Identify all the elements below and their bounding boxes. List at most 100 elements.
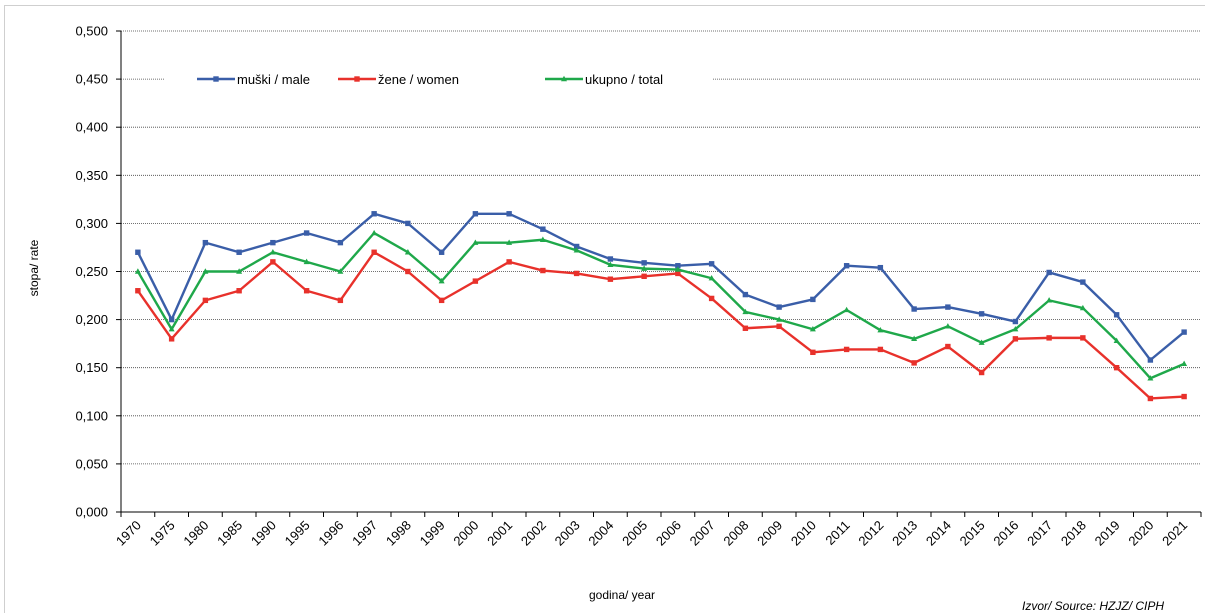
data-point-women [270,259,276,265]
data-point-total [641,265,648,271]
data-point-total [202,268,209,274]
legend-marker-male [213,76,219,82]
data-point-total [236,268,243,274]
data-point-total [877,326,884,333]
y-tick-label: 0,300 [75,216,108,231]
y-tick-label: 0,100 [75,408,108,423]
data-point-male [506,211,512,217]
x-axis: 1970 1975 1980 1985 1990 1995 1996 1997 1998 1999… [113,511,1202,549]
series-women [135,249,1187,402]
x-tick-label: 2010 [788,518,819,549]
data-point-male [438,249,445,255]
source-note: Izvor/ Source: HZJZ/ CIPH [1022,599,1164,613]
data-point-total [708,275,715,281]
y-tick-label: 0,500 [75,24,108,39]
legend-label-total: ukupno / total [585,72,663,87]
data-point-total [168,326,175,332]
y-tick-label: 0,450 [75,72,108,87]
data-point-total [438,277,445,284]
data-point-male [708,261,715,267]
data-point-male [607,256,614,262]
data-point-total [776,316,783,322]
data-point-male [1046,269,1052,276]
x-tick-label: 2003 [552,518,583,549]
data-point-women [776,323,782,330]
data-point-women [742,325,749,331]
data-point-total [944,323,951,329]
data-point-total [1046,297,1053,303]
data-point-women [405,268,411,275]
data-point-women [438,297,445,304]
data-point-women [1012,336,1019,342]
x-tick-label: 2012 [855,518,886,549]
data-point-male [641,260,647,266]
data-point-male [978,311,985,317]
data-point-total [371,229,378,236]
y-tick-label: 0,250 [75,264,108,279]
x-tick-label: 2005 [619,518,650,549]
legend-item-women: žene / women [338,72,459,87]
data-point-male [540,226,546,232]
data-point-total [539,236,546,242]
chart-frame [4,5,1205,613]
x-tick-label: 1970 [113,518,144,549]
data-point-male [1181,329,1187,335]
x-tick-label: 2015 [957,518,988,549]
data-point-total [573,247,580,253]
data-point-women [573,270,580,277]
data-point-total [269,249,276,255]
x-axis-title: godina/ year [589,588,655,602]
data-point-women [1080,335,1086,341]
series-total [134,229,1188,381]
data-point-women [202,297,209,304]
legend-background [165,67,713,91]
y-tick-label: 0,200 [75,312,108,327]
data-point-women [337,297,344,304]
data-point-total [1079,304,1086,311]
data-point-male [168,316,175,323]
legend: muški / male žene / women ukupno / total [165,67,713,91]
y-tick-label: 0,000 [75,505,108,520]
data-point-male [202,239,209,246]
data-point-women [506,259,512,265]
x-tick-label: 1980 [180,518,211,549]
y-axis-title: stopa/ rate [27,239,41,296]
data-point-total [303,258,310,265]
data-point-male [877,264,884,271]
x-tick-label: 1990 [248,518,279,549]
data-point-women [371,249,377,255]
x-tick-label: 2004 [585,518,616,549]
data-point-women [303,288,310,294]
data-point-total [506,239,513,245]
data-point-male [675,263,681,269]
data-point-total [607,261,614,267]
data-point-women [708,295,715,302]
data-point-women [607,276,614,282]
data-point-women [135,288,141,294]
gridlines [121,30,1201,465]
data-point-women [978,369,985,376]
legend-label-women: žene / women [378,72,459,87]
data-point-total [134,268,141,274]
x-tick-label: 2013 [889,518,920,549]
data-point-women [641,273,647,280]
series-male [135,211,1187,363]
data-point-male [303,230,310,236]
x-tick-label: 2019 [1092,518,1123,549]
x-tick-label: 2000 [450,518,481,549]
x-tick-label: 1997 [349,518,380,549]
y-tick-label: 0,350 [75,168,108,183]
data-point-male [810,296,816,303]
data-point-male [472,211,479,217]
data-point-women [675,270,681,277]
data-point-total [472,239,479,245]
data-point-male [135,249,141,255]
x-tick-label: 1975 [147,518,178,549]
data-point-male [911,306,917,312]
data-point-women [472,278,479,284]
x-tick-label: 1995 [282,518,313,549]
x-tick-label: 2020 [1125,518,1156,549]
x-tick-label: 2014 [923,518,954,549]
x-tick-label: 2016 [990,518,1021,549]
